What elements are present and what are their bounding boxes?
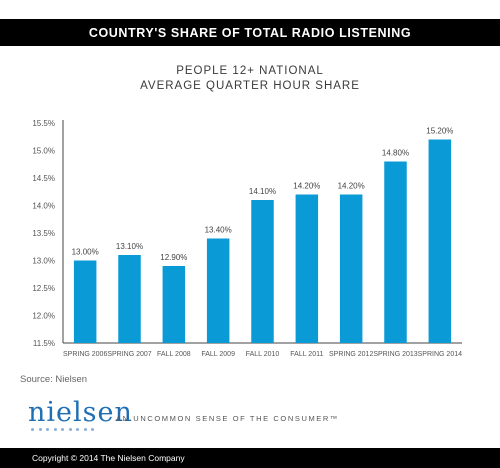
y-tick-label: 11.5% [33, 339, 55, 348]
copyright-text: Copyright © 2014 The Nielsen Company [32, 453, 185, 463]
x-axis-tick-labels: SPRING 2006 SPRING 2007 FALL 2008 FALL 2009… [63, 351, 462, 358]
bar-value-label: 15.20% [426, 127, 453, 136]
bar [162, 266, 186, 343]
bar [384, 161, 407, 343]
y-tick-label: 13.5% [32, 229, 55, 238]
bar-value-label: 13.00% [72, 248, 99, 257]
bar [118, 255, 141, 343]
x-tick-label: SPRING 2012 [329, 351, 373, 358]
bar [339, 194, 363, 343]
chart-title: COUNTRY'S SHARE OF TOTAL RADIO LISTENING [88, 25, 412, 40]
value-labels-group: 13.00% 13.10% 12.90% 13.40% 14.10% 14.20% 14.2… [72, 127, 454, 263]
x-tick-label: SPRING 2014 [418, 351, 462, 358]
bar-value-label: 12.90% [160, 253, 187, 262]
y-axis-tick-labels: 11.5% 12.0% 12.5% 13.0% 13.5% 14.0% 14.5% 15.0%… [32, 119, 55, 348]
nielsen-logo: nielsen [28, 399, 133, 431]
bar [251, 200, 274, 343]
bar-value-label: 14.80% [382, 149, 409, 158]
x-tick-label: FALL 2008 [157, 351, 191, 358]
tagline: AN UNCOMMON SENSE OF THE CONSUMER™ [116, 414, 340, 423]
y-tick-label: 13.0% [32, 257, 55, 266]
x-tick-label: SPRING 2013 [373, 351, 417, 358]
y-tick-label: 14.5% [32, 174, 55, 183]
logo-wordmark: nielsen [28, 397, 133, 428]
bar [428, 139, 452, 343]
y-tick-label: 12.0% [32, 312, 55, 321]
x-tick-label: SPRING 2007 [107, 351, 151, 358]
title-bar: COUNTRY'S SHARE OF TOTAL RADIO LISTENING [0, 19, 500, 46]
bar [73, 260, 97, 343]
bar-value-label: 14.20% [293, 182, 320, 191]
x-tick-label: SPRING 2006 [63, 351, 107, 358]
y-tick-label: 15.0% [32, 147, 55, 156]
bar-value-label: 14.20% [338, 182, 365, 191]
y-tick-label: 12.5% [32, 284, 55, 293]
x-tick-label: FALL 2010 [246, 351, 280, 358]
bar-value-label: 13.40% [205, 226, 232, 235]
footer-bar: Copyright © 2014 The Nielsen Company [0, 448, 500, 468]
source-note: Source: Nielsen [20, 374, 88, 385]
bar [206, 238, 230, 343]
bar-chart: 11.5% 12.0% 12.5% 13.0% 13.5% 14.0% 14.5% 15.0%… [32, 119, 462, 358]
bar [295, 194, 319, 343]
logo-dots [31, 428, 133, 431]
x-tick-label: FALL 2011 [290, 351, 323, 358]
y-tick-label: 15.5% [32, 119, 55, 128]
bars-group [73, 139, 452, 343]
chart-subtitle-line-2: AVERAGE QUARTER HOUR SHARE [140, 80, 360, 92]
chart-subtitle-line-1: PEOPLE 12+ NATIONAL [176, 65, 324, 77]
x-tick-label: FALL 2009 [201, 351, 235, 358]
bar-value-label: 13.10% [116, 242, 143, 251]
bar-value-label: 14.10% [249, 187, 276, 196]
y-tick-label: 14.0% [32, 202, 55, 211]
